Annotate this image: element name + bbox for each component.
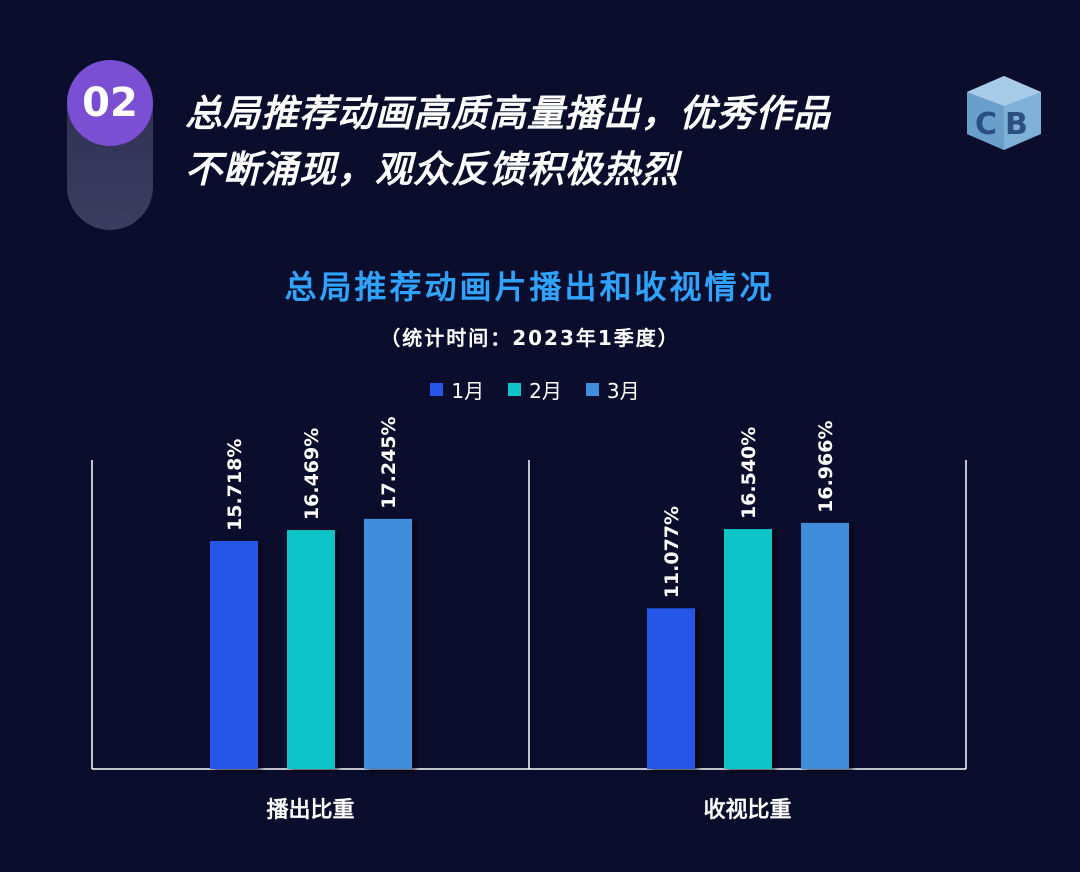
legend-label-2: 2月 — [529, 379, 562, 403]
svg-text:C: C — [975, 107, 997, 142]
svg-text:B: B — [1005, 107, 1028, 142]
headline-line-1: 总局推荐动画高质高量播出，优秀作品 — [185, 92, 831, 135]
chart-title: 总局推荐动画片播出和收视情况 — [284, 268, 775, 306]
bar-2-3 — [801, 522, 849, 769]
data-label-2-2: 16.540% — [738, 427, 760, 519]
data-label-1-2: 16.469% — [301, 428, 323, 520]
bar-1-1 — [210, 540, 258, 769]
legend-item-3: 3月 — [585, 375, 640, 404]
cb-cube-logo-icon: C B — [967, 76, 1041, 150]
category-label-2: 收视比重 — [703, 797, 791, 823]
headline-line-2: 不断涌现，观众反馈积极热烈 — [185, 148, 679, 191]
category-label-1: 播出比重 — [266, 798, 354, 823]
bar-1-3 — [364, 518, 412, 769]
data-label-2-3: 16.966% — [815, 421, 837, 513]
section-number: 02 — [67, 60, 153, 146]
legend-swatch-1 — [430, 383, 444, 396]
data-label-2-1: 11.077% — [661, 506, 683, 598]
legend-swatch-2 — [508, 383, 522, 396]
legend-item-2: 2月 — [508, 375, 562, 404]
legend-swatch-3 — [585, 383, 599, 396]
legend-item-1: 1月 — [430, 375, 484, 404]
headline: 总局推荐动画高质高量播出，优秀作品 不断涌现，观众反馈积极热烈 — [185, 86, 965, 198]
chart-legend: 1月 2月 3月 — [0, 375, 1070, 404]
chart-subtitle: （统计时间：2023年1季度） — [380, 326, 680, 350]
legend-label-1: 1月 — [451, 379, 485, 403]
bar-2-1 — [647, 608, 695, 769]
bar-1-2 — [287, 530, 335, 769]
section-number-badge: 02 — [67, 60, 153, 230]
legend-label-3: 3月 — [606, 379, 640, 403]
data-label-1-3: 17.245% — [378, 416, 400, 508]
bar-2-2 — [724, 529, 772, 769]
data-label-1-1: 15.718% — [224, 439, 246, 531]
